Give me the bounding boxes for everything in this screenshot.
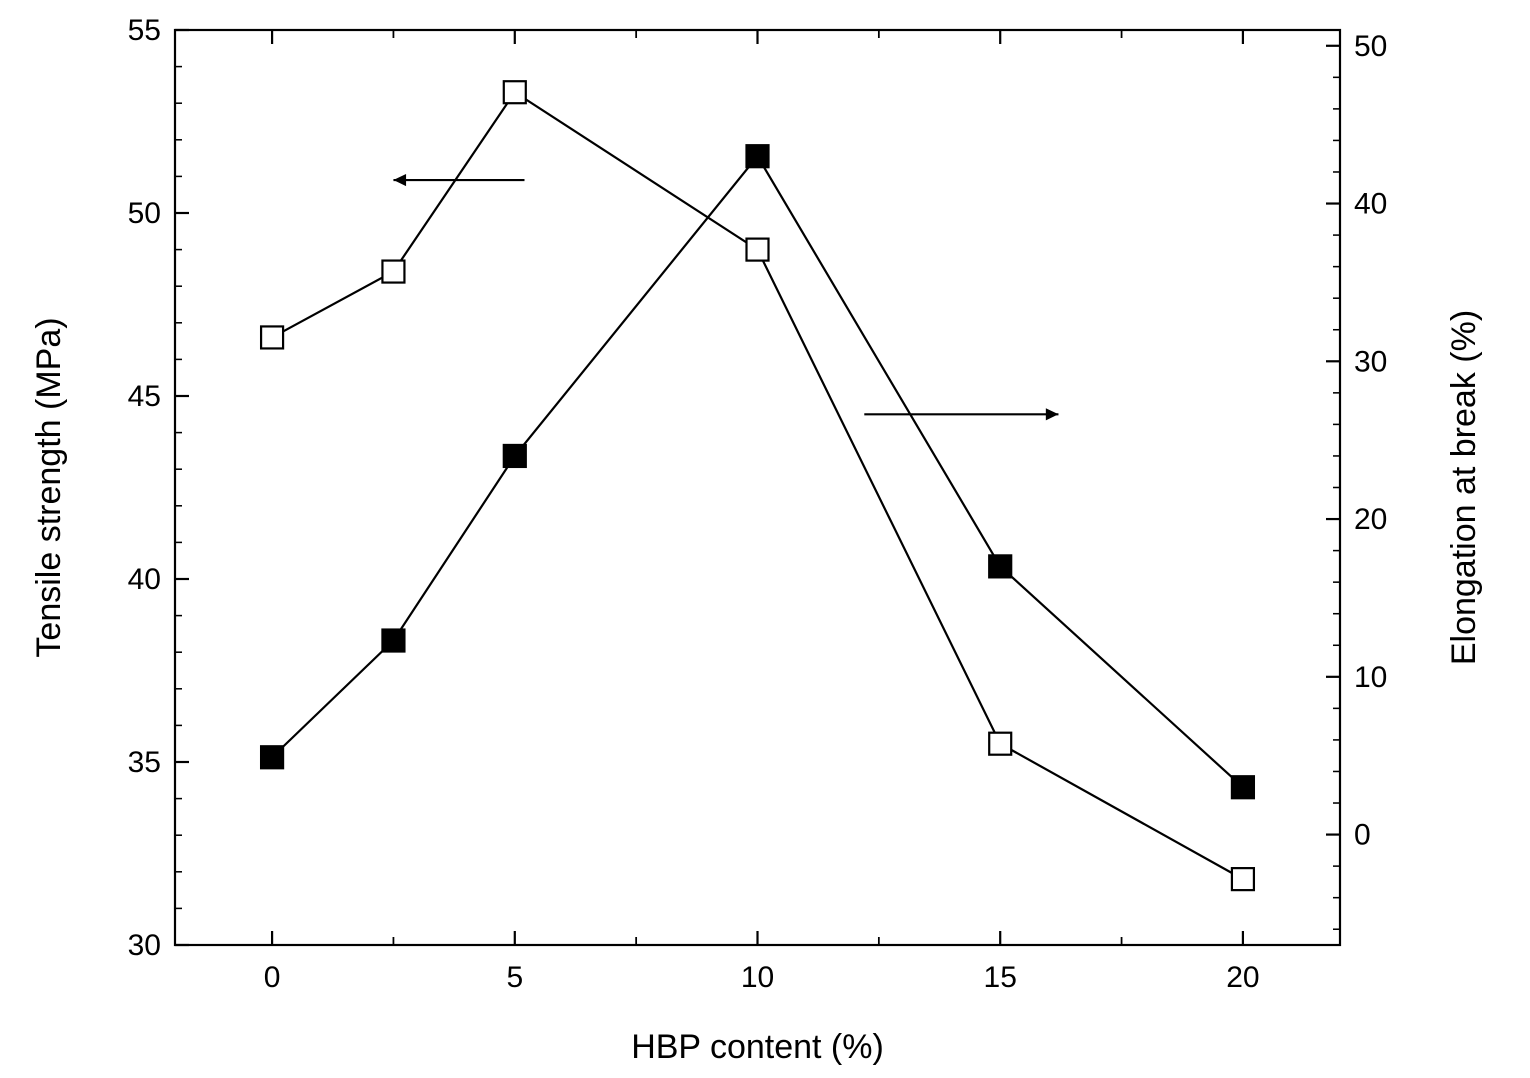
yl-tick-label: 35 <box>128 746 161 779</box>
yr-tick-label: 20 <box>1354 503 1387 536</box>
x-tick-label: 5 <box>506 961 523 994</box>
y-left-axis-label: Tensile strength (MPa) <box>30 317 68 657</box>
yl-tick-label: 55 <box>128 14 161 47</box>
elongation-at-break-marker <box>1232 776 1254 798</box>
yl-tick-label: 50 <box>128 197 161 230</box>
tensile-strength-marker <box>747 239 769 261</box>
elongation-at-break-marker <box>504 445 526 467</box>
x-tick-label: 20 <box>1226 961 1259 994</box>
elongation-at-break-marker <box>747 145 769 167</box>
elongation-at-break-marker <box>382 630 404 652</box>
x-tick-label: 10 <box>741 961 774 994</box>
yr-tick-label: 40 <box>1354 188 1387 221</box>
x-tick-label: 0 <box>264 961 281 994</box>
elongation-at-break-marker <box>989 555 1011 577</box>
tensile-strength-marker <box>261 326 283 348</box>
yr-tick-label: 0 <box>1354 819 1371 852</box>
yr-tick-label: 10 <box>1354 661 1387 694</box>
yr-tick-label: 30 <box>1354 345 1387 378</box>
tensile-strength-marker <box>989 733 1011 755</box>
dual-axis-line-chart: 0 5 10 15 20 30 35 40 45 50 55 0 10 20 30 40 50 HBP conte… <box>0 0 1530 1078</box>
tensile-strength-marker <box>1232 868 1254 890</box>
tensile-strength-marker <box>382 261 404 283</box>
elongation-at-break-marker <box>261 746 283 768</box>
y-right-axis-label: Elongation at break (%) <box>1445 310 1483 665</box>
x-axis-label: HBP content (%) <box>631 1028 884 1066</box>
yl-tick-label: 40 <box>128 563 161 596</box>
x-tick-label: 15 <box>984 961 1017 994</box>
yl-tick-label: 30 <box>128 929 161 962</box>
yr-tick-label: 50 <box>1354 30 1387 63</box>
yl-tick-label: 45 <box>128 380 161 413</box>
tensile-strength-marker <box>504 81 526 103</box>
